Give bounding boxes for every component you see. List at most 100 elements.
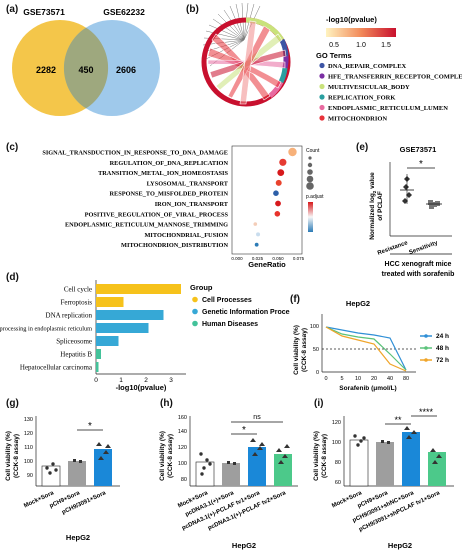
panel-f-ytick-2: 100 (310, 324, 319, 330)
panel-f-xlabel: Sorafenib (μmol/L) (339, 385, 396, 392)
panel-g-ytick-2: 110 (24, 445, 33, 451)
kegg-bar-label-4: Spliceosome (56, 338, 92, 346)
panel-i-footer: HepG2 (388, 541, 412, 550)
dotplot-dot-3 (275, 179, 282, 186)
go-legend: DNA_REPAIR_COMPLEX HFE_TRANSFERRIN_RECEPT… (319, 62, 462, 123)
panel-i-ytick-2: 100 (332, 440, 341, 446)
panel-h-bar-2 (248, 447, 266, 486)
panel-h-sig-1: * (242, 425, 246, 436)
panel-e: (e) GSE73571 Normalized log2 value of PC… (356, 140, 462, 290)
kegg-bar-label-3: Protein processing in endoplasmic reticu… (0, 326, 92, 333)
kegg-bar-3 (96, 323, 149, 333)
venn-right-title: GSE62232 (103, 7, 145, 17)
go-legend-label-0: DNA_REPAIR_COMPLEX (328, 63, 407, 70)
kegg-bar-6 (96, 362, 99, 372)
panel-e-ylabel-line2: value (369, 172, 376, 191)
panel-f-ytick-1: 50 (313, 347, 319, 353)
panel-h-bar-0 (195, 461, 215, 487)
kegg-xtick-2: 2 (144, 377, 148, 384)
panel-f-line-48h (325, 326, 407, 371)
go-legend-swatch-5 (319, 115, 325, 121)
pvalue-scale-bar (326, 28, 396, 37)
panel-f-xtick-1: 5 (340, 376, 343, 382)
panel-e-ylabel-line1: Normalized log (369, 193, 376, 240)
panel-f-xtick-0: 0 (324, 376, 327, 382)
dotplot-dot-0 (288, 147, 297, 157)
kegg-bar-label-2: DNA replication (46, 312, 93, 320)
panel-e-ylabel-sub: 2 (372, 190, 377, 193)
panel-g-ylabel2: (CCK-8 assay) (13, 434, 20, 478)
panel-f-ylabel: Cell viability (%) (293, 325, 300, 375)
panel-f-title: HepG2 (346, 299, 370, 308)
go-chord-diagram: -log10(pvalue) 0.5 1.0 1.5 GO Terms DNA_… (201, 2, 462, 123)
dotplot-size-legend-0 (308, 156, 312, 160)
kegg-bars: Cell cycle Ferroptosis DNA replication Prot… (0, 284, 181, 372)
panel-e-ylabel: Normalized log2 value (369, 172, 377, 240)
go-dotplot: GeneRatio Count p.adjust SIGNAL_TRANSDUC… (42, 145, 324, 268)
dotplot-term-7: ENDOPLASMIC_RETICULUM_MANNOSE_TRIMMING (65, 222, 228, 229)
panel-g-points (45, 442, 111, 475)
panel-e-sensitivity-points (428, 200, 440, 209)
go-legend-label-2: MULTIVESICULAR_BODY (328, 84, 410, 91)
dotplot-dot-4 (273, 190, 279, 196)
panel-f-line-24h (325, 326, 407, 371)
panel-h-label: (h) (160, 398, 173, 409)
panel-f-xtick-2: 10 (355, 376, 361, 382)
kegg-bar-5 (96, 349, 101, 359)
panel-h-points (199, 438, 290, 476)
dotplot-term-6: POSITIVE_REGULATION_OF_VIRAL_PROCESS (85, 211, 229, 218)
dotplot-term-4: RESPONSE_TO_MISFOLDED_PROTEIN (110, 191, 229, 198)
panel-f-legend-0: 24 h (436, 333, 449, 340)
go-legend-label-4: ENDOPLASMIC_RETICULUM_LUMEN (328, 105, 448, 112)
panel-g-bar-2 (94, 449, 112, 486)
panel-g-ytick-1: 100 (24, 459, 33, 465)
dotplot-term-3: LYSOSOMAL_TRANSPORT (147, 180, 229, 187)
kegg-xtick-3: 3 (169, 377, 173, 384)
panel-h-ytick-1: 100 (178, 461, 187, 467)
chord-ring-segment-teal (278, 67, 288, 84)
venn-left-title: GSE73571 (23, 7, 65, 17)
panel-i-bar-3 (428, 452, 446, 486)
dotplot-xtick-0: 0.000 (231, 256, 243, 261)
venn-right-count: 2606 (116, 65, 136, 75)
panel-a: (a) GSE73571 GSE62232 2282 450 2606 (0, 0, 160, 130)
dotplot-xtick-2: 0.050 (272, 256, 284, 261)
pclaf-expression-plot: GSE73571 Normalized log2 value of PCLAF … (369, 145, 454, 278)
dotplot-dot-1 (279, 158, 287, 166)
dotplot-color-legend-title: p.adjust (306, 194, 324, 200)
dotplot-dots (253, 147, 297, 247)
panel-i-bar-1 (376, 442, 394, 486)
kegg-legend-label-2: Human Diseases (202, 321, 258, 328)
dotplot-dot-9 (254, 242, 259, 247)
dotplot-term-8: MITOCHONDRIAL_FUSION (144, 232, 228, 239)
panel-f-xtick-5: 80 (403, 376, 409, 382)
panel-f-ytick-0: 0 (316, 370, 319, 376)
kegg-xticks: 0 1 2 3 (94, 377, 173, 384)
dotplot-dot-6 (274, 211, 281, 217)
panel-e-label: (e) (356, 142, 369, 153)
dotplot-dot-5 (275, 200, 281, 207)
panel-i-points (353, 426, 442, 464)
panel-h-ylabel: Cell viability (%) (159, 431, 166, 481)
panel-g-ylabel: Cell viability (%) (5, 431, 12, 481)
panel-a-label: (a) (6, 4, 19, 15)
panel-e-ylabel-3: of PCLAF (377, 191, 384, 221)
panel-h-ytick-2: 120 (178, 445, 187, 451)
panel-i-ylabel2: (CCK-8 assay) (321, 434, 328, 478)
dotplot-count-legend-title: Count (306, 148, 320, 154)
dotplot-dot-2 (277, 169, 285, 176)
dotplot-size-legend-1 (307, 162, 313, 168)
panel-g-sig: * (88, 421, 92, 432)
panel-h-footer: HepG2 (232, 541, 256, 550)
dotplot-axes (231, 145, 303, 255)
panel-i-ytick-1: 80 (335, 460, 341, 466)
venn-overlap-count: 450 (78, 65, 93, 75)
panel-f-legend-marker-2 (424, 358, 428, 362)
go-legend-label-5: MITOCHONDRION (328, 116, 387, 123)
panel-c: (c) GeneRatio Count p.adjust SIGNAL_TRAN… (0, 140, 340, 268)
kegg-legend-swatch-0 (192, 296, 198, 303)
dotplot-xtick-1: 0.025 (252, 256, 264, 261)
panel-f-label: (f) (290, 294, 300, 305)
panel-i-chart: Cell viability (%) (CCK-8 assay) 60 80 1… (313, 407, 454, 550)
panel-f-legend: 24 h 48 h 72 h (420, 333, 449, 364)
